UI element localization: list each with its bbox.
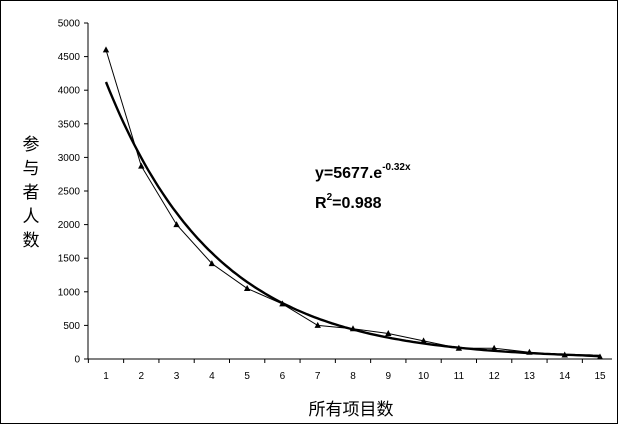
plot-area: 0 500 1000 1500 2000 2500 3000 3500 4000 4500 5000… bbox=[58, 19, 612, 382]
data-point bbox=[420, 337, 427, 344]
y-tick-label: 3000 bbox=[58, 153, 81, 164]
y-axis-title-char: 数 bbox=[23, 231, 40, 251]
x-tick-label: 8 bbox=[350, 371, 356, 382]
x-tick-label: 3 bbox=[174, 371, 180, 382]
y-tick-label: 3500 bbox=[58, 119, 81, 130]
x-tick-label: 14 bbox=[559, 371, 571, 382]
x-tick-label: 7 bbox=[315, 371, 321, 382]
x-tick-label: 9 bbox=[386, 371, 392, 382]
data-point bbox=[243, 284, 251, 291]
data-point bbox=[138, 162, 145, 169]
x-tick-label: 5 bbox=[244, 371, 250, 382]
x-tick-label: 1 bbox=[103, 371, 109, 382]
y-axis-title-char: 者 bbox=[23, 183, 40, 203]
y-tick-label: 0 bbox=[74, 355, 80, 366]
y-tick-label: 2000 bbox=[58, 220, 81, 231]
x-tick-label: 13 bbox=[524, 371, 536, 382]
x-tick-label: 10 bbox=[418, 371, 430, 382]
y-axis-title-char: 人 bbox=[23, 207, 40, 227]
y-tick-label: 4000 bbox=[58, 86, 81, 97]
x-tick-label: 11 bbox=[454, 371, 465, 382]
x-tick-label: 4 bbox=[209, 371, 215, 382]
r-squared: R2=0.988 bbox=[315, 192, 382, 212]
x-tick-label: 2 bbox=[139, 371, 145, 382]
exponential-trendline bbox=[104, 81, 601, 358]
x-tick-label: 15 bbox=[594, 371, 606, 382]
x-tick-label: 12 bbox=[489, 371, 501, 382]
trendline-equation: y=5677.e-0.32x bbox=[315, 162, 411, 182]
data-point bbox=[314, 321, 321, 328]
r2-superscript: 2 bbox=[327, 192, 333, 203]
data-point bbox=[490, 344, 498, 351]
r2-prefix: R bbox=[315, 195, 327, 212]
r2-value: =0.988 bbox=[332, 195, 381, 212]
y-tick-label: 2500 bbox=[58, 187, 81, 198]
y-axis-title: 参与者人数 bbox=[23, 135, 40, 251]
data-point bbox=[596, 353, 604, 360]
x-axis-title: 所有项目数 bbox=[309, 400, 394, 420]
y-axis-title-char: 与 bbox=[23, 159, 40, 179]
y-tick-label: 500 bbox=[63, 321, 80, 332]
equation-base: y=5677.e bbox=[315, 165, 382, 182]
y-tick-label: 4500 bbox=[58, 52, 81, 63]
y-tick-label: 1000 bbox=[58, 287, 81, 298]
x-tick-label: 6 bbox=[280, 371, 286, 382]
data-point bbox=[173, 221, 180, 228]
data-point bbox=[208, 260, 216, 267]
data-point bbox=[385, 329, 392, 336]
data-point bbox=[102, 46, 110, 53]
y-tick-label: 1500 bbox=[58, 254, 81, 265]
y-axis-title-char: 参 bbox=[23, 135, 40, 155]
x-axis-ticks: 1 2 3 4 5 6 7 8 9 10 11 12 13 14 15 bbox=[87, 359, 606, 382]
equation-exponent: -0.32x bbox=[382, 162, 411, 173]
y-tick-label: 5000 bbox=[58, 19, 81, 30]
y-axis-ticks: 0 500 1000 1500 2000 2500 3000 3500 4000 4500 5000 bbox=[58, 19, 88, 366]
